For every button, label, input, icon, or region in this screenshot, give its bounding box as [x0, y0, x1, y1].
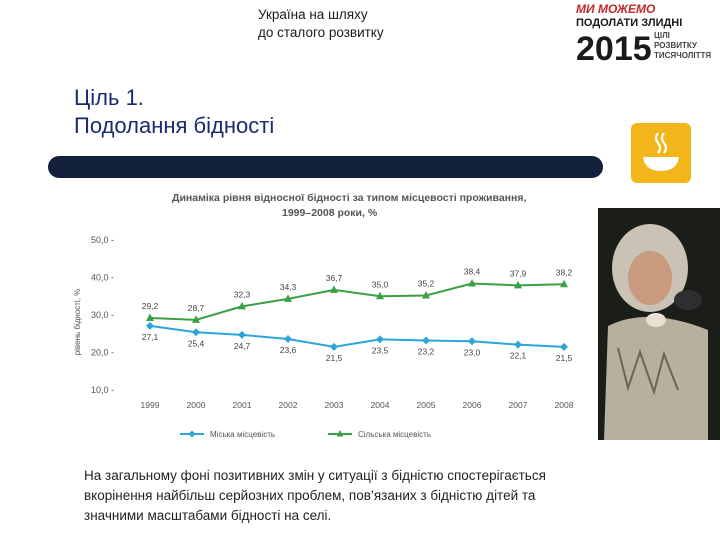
data-label: 23,2: [418, 347, 435, 357]
mdg-logo: МИ МОЖЕМО ПОДОЛАТИ ЗЛИДНІ 2015 ЦІЛІ РОЗВ…: [576, 2, 711, 66]
data-point: [560, 279, 568, 288]
x-tick-label: 2005: [417, 400, 436, 410]
series-line-2: [149, 282, 565, 321]
y-tick-label: 30,0 -: [91, 310, 114, 320]
y-tick-label: 20,0 -: [91, 348, 114, 358]
y-axis-label: рівень бідності, %: [73, 289, 82, 356]
y-tick-label: 40,0 -: [91, 273, 114, 283]
data-point: [284, 294, 292, 302]
data-label: 23,0: [464, 347, 481, 357]
data-point: [468, 337, 476, 346]
chart-title-line-1: Динаміка рівня відносної бідності за тип…: [172, 192, 526, 204]
title-panel: [60, 60, 300, 156]
data-point: [422, 336, 430, 345]
data-label: 25,4: [188, 338, 205, 348]
logo-year: 2015: [576, 30, 652, 66]
data-label: 34,3: [280, 282, 297, 292]
slide-title-line-1: Ціль 1.: [74, 85, 144, 110]
subtitle-line-1: Україна на шляху: [258, 7, 368, 22]
y-tick-label: 50,0 -: [91, 235, 114, 245]
title-divider: [48, 156, 603, 178]
x-tick-label: 2003: [325, 400, 344, 410]
legend-marker: [188, 430, 196, 438]
logo-side-3: ТИСЯЧОЛІТТЯ: [654, 51, 711, 60]
poverty-line-chart: Динаміка рівня відносної бідності за тип…: [73, 192, 574, 439]
caption-line-1: На загальному фоні позитивних змін у сит…: [84, 468, 546, 483]
header-subtitle: Україна на шляху до сталого розвитку: [258, 6, 478, 42]
data-label: 23,5: [372, 345, 389, 355]
bowl-icon: [631, 123, 691, 183]
data-point: [514, 280, 522, 289]
data-label: 38,2: [556, 267, 573, 277]
data-label: 36,7: [326, 273, 343, 283]
slide-caption: На загальному фоні позитивних змін у сит…: [84, 466, 644, 526]
x-tick-label: 2006: [463, 400, 482, 410]
data-label: 23,6: [280, 345, 297, 355]
data-label: 24,7: [234, 341, 251, 351]
chart-title-line-2: 1999–2008 роки, %: [282, 207, 378, 219]
data-label: 35,2: [418, 279, 435, 289]
x-tick-label: 2008: [555, 400, 574, 410]
data-point: [376, 335, 384, 344]
data-label: 21,5: [556, 353, 573, 363]
x-tick-label: 2007: [509, 400, 528, 410]
data-label: 28,7: [188, 303, 205, 313]
data-label: 35,0: [372, 279, 389, 289]
data-point: [330, 342, 338, 351]
header-band: [0, 0, 252, 60]
series-line-1: [149, 324, 565, 348]
logo-side-1: ЦІЛІ: [654, 31, 670, 40]
data-point: [192, 315, 200, 323]
caption-line-2: вкорінення найбільш серйозних проблем, п…: [84, 488, 536, 503]
x-tick-label: 2004: [371, 400, 390, 410]
logo-side-2: РОЗВИТКУ: [654, 41, 698, 50]
slide-title-line-2: Подолання бідності: [74, 113, 275, 138]
legend-label: Міська місцевість: [210, 430, 275, 439]
left-strip: [0, 0, 60, 540]
elderly-woman-photo: [598, 208, 720, 440]
data-label: 27,1: [142, 332, 159, 342]
data-point: [238, 301, 246, 310]
data-label: 38,4: [464, 267, 481, 277]
data-point: [192, 328, 200, 337]
data-point: [514, 340, 522, 349]
data-point: [422, 291, 430, 299]
x-tick-label: 1999: [141, 400, 160, 410]
logo-line-1: МИ МОЖЕМО: [576, 2, 656, 16]
caption-line-3: значними масштабами бідності на селі.: [84, 508, 332, 523]
slide-title: Ціль 1. Подолання бідності: [74, 84, 274, 140]
data-point: [146, 313, 154, 321]
legend-marker: [336, 430, 344, 437]
data-label: 22,1: [510, 351, 527, 361]
data-point: [330, 285, 338, 293]
subtitle-line-2: до сталого розвитку: [258, 25, 384, 40]
data-label: 29,2: [142, 301, 159, 311]
legend-label: Сільська місцевість: [358, 430, 431, 439]
data-point: [376, 291, 384, 300]
y-tick-label: 10,0 -: [91, 385, 114, 395]
data-point: [560, 342, 568, 351]
data-label: 37,9: [510, 268, 527, 278]
logo-line-2: ПОДОЛАТИ ЗЛИДНІ: [576, 17, 682, 29]
data-point: [468, 279, 476, 287]
data-point: [146, 321, 154, 330]
x-tick-label: 2001: [233, 400, 252, 410]
data-label: 32,3: [234, 289, 251, 299]
data-label: 21,5: [326, 353, 343, 363]
data-point: [238, 330, 246, 339]
data-point: [284, 335, 292, 343]
x-tick-label: 2002: [279, 400, 298, 410]
x-tick-label: 2000: [187, 400, 206, 410]
